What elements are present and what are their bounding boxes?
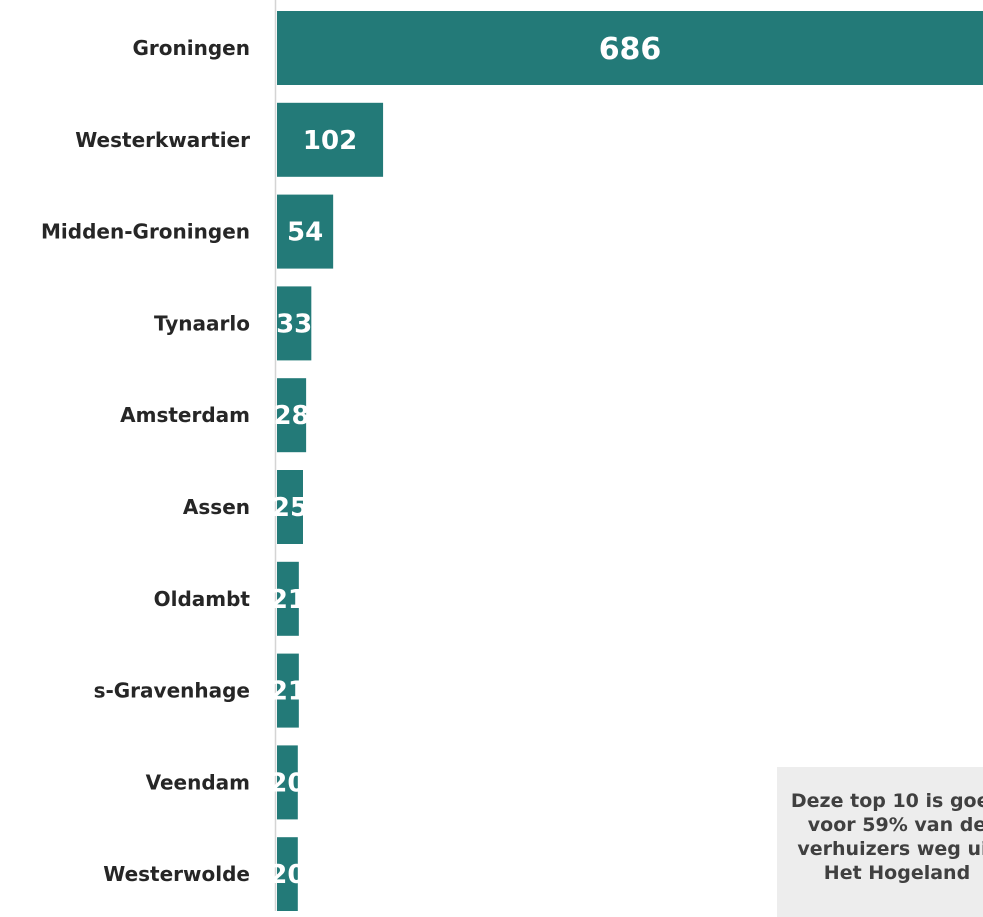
data-label: 21	[270, 677, 306, 707]
bar-westerwolde	[277, 837, 298, 911]
bars-group: Groningen 686 Westerkwartier 102 Midden-Gron…	[41, 11, 983, 911]
category-label: Veendam	[146, 770, 250, 794]
bar-midden-groningen	[277, 194, 334, 269]
data-label: 28	[273, 401, 309, 431]
data-label: 21	[270, 585, 306, 615]
category-label: Westerkwartier	[75, 128, 250, 152]
bar-westerkwartier	[277, 102, 384, 177]
category-label: Amsterdam	[120, 403, 250, 427]
data-label: 33	[276, 309, 312, 339]
category-label: s-Gravenhage	[94, 679, 250, 703]
category-label: Westerwolde	[103, 862, 250, 886]
category-label: Assen	[183, 495, 250, 519]
category-label: Tynaarlo	[154, 311, 250, 335]
category-label: Oldambt	[154, 587, 251, 611]
bar-s-gravenhage	[277, 653, 299, 728]
bar-amsterdam	[277, 378, 307, 453]
data-label: 20	[269, 860, 305, 890]
data-label: 686	[599, 32, 662, 67]
bar-oldambt	[277, 561, 299, 636]
bar-assen	[277, 470, 303, 544]
bar-tynaarlo	[277, 286, 312, 361]
data-label: 102	[303, 126, 357, 156]
category-label: Midden-Groningen	[41, 220, 250, 244]
bar-groningen	[277, 11, 983, 85]
data-label: 54	[287, 218, 323, 248]
data-label: 25	[272, 493, 308, 523]
bar-veendam	[277, 745, 298, 820]
summary-callout: Deze top 10 is goed voor 59% van de verh…	[777, 767, 983, 917]
data-label: 20	[269, 768, 305, 798]
category-label: Groningen	[133, 36, 250, 60]
